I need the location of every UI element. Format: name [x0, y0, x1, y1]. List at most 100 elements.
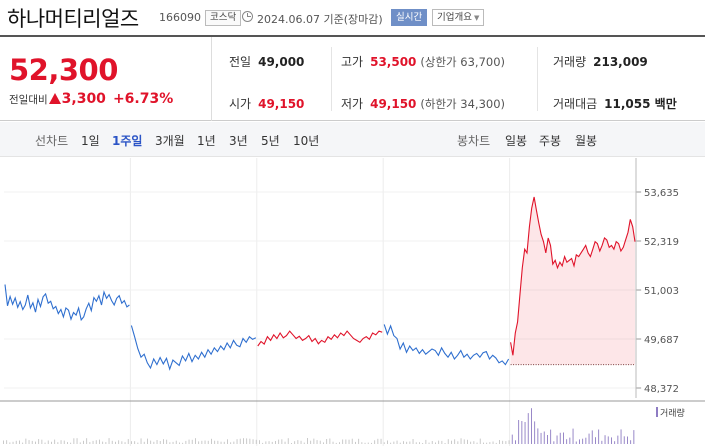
volume-bar [15, 440, 17, 444]
volume-bar [633, 430, 635, 444]
tab-1y[interactable]: 1년 [197, 134, 216, 148]
volume-bar [486, 442, 488, 444]
volume-bar [6, 440, 8, 444]
low-label: 저가 [341, 97, 364, 111]
volume-bar [246, 438, 248, 444]
volume-bar [51, 441, 52, 444]
volume-bar [383, 442, 385, 444]
volume-bar [598, 429, 600, 444]
volume-bar [227, 439, 228, 444]
volume-bar [425, 439, 427, 444]
volume-bar [22, 442, 24, 444]
volume-bar [191, 439, 193, 444]
volume-bar [355, 441, 356, 444]
y-tick-label: 53,635 [644, 188, 679, 199]
tab-5y[interactable]: 5년 [261, 134, 280, 148]
volume-bar [611, 437, 612, 444]
volume-bar [508, 440, 510, 444]
volume-bar [537, 428, 539, 444]
volume-bar [595, 437, 596, 444]
volume-bar [361, 442, 363, 444]
volume-bar [364, 442, 366, 444]
open-label: 시가 [229, 97, 252, 111]
divider [537, 47, 538, 111]
change-value: 3,300 [61, 91, 106, 107]
volume-bar [9, 442, 11, 444]
volume-bar [358, 438, 360, 444]
volume-bar [601, 440, 603, 444]
volume-bar [323, 442, 324, 444]
volume-bar [451, 440, 452, 444]
volume-bar [99, 439, 100, 444]
volume-bar [73, 438, 75, 444]
price-chart[interactable]: 53,635 52,319 51,003 49,687 48,372 거래량 [0, 158, 705, 446]
volume-bar [259, 440, 260, 444]
volume-bar [460, 438, 462, 444]
amount-label: 거래대금 [553, 97, 598, 111]
realtime-button[interactable]: 실시간 [391, 9, 428, 26]
y-tick-label: 48,372 [644, 384, 679, 395]
volume-bar [412, 439, 414, 444]
volume-bar [540, 432, 542, 444]
volume-bar [204, 440, 206, 444]
volume-bar [156, 440, 158, 444]
volume-bar [393, 441, 395, 444]
tab-10y[interactable]: 10년 [293, 134, 320, 148]
volume-bar [431, 441, 433, 444]
volume-bar [79, 442, 81, 444]
volume-bar [265, 441, 267, 444]
y-tick-label: 49,687 [644, 335, 679, 346]
volume-bar [105, 442, 107, 444]
volume-bar [479, 438, 481, 444]
volume-bar [57, 442, 59, 444]
volume-legend-label: 거래량 [660, 407, 685, 419]
volume-bar [111, 440, 113, 444]
volume-bar [428, 442, 430, 444]
tab-3y[interactable]: 3년 [229, 134, 248, 148]
volume-bar [118, 440, 120, 444]
volume-bar [470, 441, 472, 444]
volume-bar [268, 441, 270, 444]
volume-bar [511, 434, 513, 444]
volume-bar [588, 433, 590, 444]
tab-weekly-candle[interactable]: 주봉 [539, 134, 562, 148]
stock-header: 하나머티리얼즈 166090 코스닥 2024.06.07 기준(장마감) 실시… [0, 0, 705, 32]
volume-bar [95, 440, 97, 444]
volume-bar [92, 440, 94, 444]
volume-bar [409, 441, 411, 444]
company-overview-button[interactable]: 기업개요 ▼ [432, 9, 485, 26]
volume-bar [454, 439, 456, 444]
volume-bar [406, 441, 408, 444]
volume-bar [182, 442, 184, 444]
volume-bar [563, 432, 564, 444]
price-line-session-5 [510, 196, 636, 356]
volume-bar [300, 440, 302, 444]
volume-bar [294, 441, 296, 444]
volume-bar [31, 440, 33, 444]
volume-bar [505, 441, 507, 444]
volume-bar [399, 442, 401, 444]
tab-daily-candle[interactable]: 일봉 [505, 134, 528, 148]
volume-bar [521, 421, 523, 444]
volume-bar [390, 442, 392, 444]
volume-bar [3, 440, 4, 444]
volume-bar [153, 441, 155, 444]
price-line-session-2 [130, 325, 257, 371]
volume-bar [38, 439, 40, 444]
current-price: 52,300 [9, 53, 118, 87]
tab-monthly-candle[interactable]: 월봉 [575, 134, 598, 148]
volume-bar [297, 440, 299, 444]
volume-bar [175, 440, 177, 444]
tab-1d[interactable]: 1일 [81, 134, 100, 148]
volume-bar [435, 442, 436, 444]
volume-bar [166, 439, 168, 444]
volume-bar [115, 441, 116, 444]
volume-bar [140, 438, 142, 444]
volume-bar [591, 430, 593, 444]
volume-bar [377, 438, 379, 444]
volume-bar [502, 440, 504, 444]
tab-1w[interactable]: 1주일 [112, 134, 143, 148]
volume-bar [67, 442, 68, 444]
tab-3m[interactable]: 3개월 [155, 134, 185, 148]
volume-bar [489, 442, 491, 444]
